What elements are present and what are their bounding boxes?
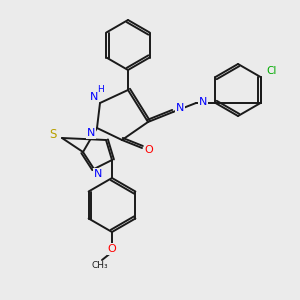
Text: O: O bbox=[108, 244, 116, 254]
Text: N: N bbox=[199, 97, 207, 107]
Text: N: N bbox=[90, 92, 98, 102]
Text: N: N bbox=[176, 103, 184, 113]
Text: H: H bbox=[98, 85, 104, 94]
Text: S: S bbox=[49, 128, 57, 140]
Text: N: N bbox=[94, 169, 102, 179]
Text: N: N bbox=[87, 128, 95, 138]
Text: O: O bbox=[145, 145, 153, 155]
Text: Cl: Cl bbox=[267, 65, 277, 76]
Text: CH₃: CH₃ bbox=[92, 260, 108, 269]
